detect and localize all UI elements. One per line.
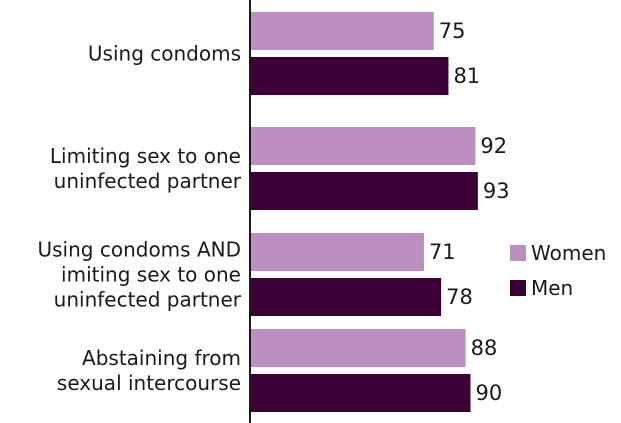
value-label-women-3: 88 <box>471 336 498 360</box>
value-label-men-2: 78 <box>446 285 473 309</box>
category-label-1: Limiting sex to one uninfected partner <box>50 144 242 193</box>
value-label-men-1: 93 <box>483 179 510 203</box>
category-label-3: Abstaining from sexual intercourse <box>57 346 241 395</box>
legend: Women Men <box>510 241 606 300</box>
bar-women-1 <box>250 127 476 165</box>
legend-label-men: Men <box>531 276 573 300</box>
value-label-men-0: 81 <box>453 64 480 88</box>
bar-women-0 <box>250 12 434 50</box>
bar-women-2 <box>250 233 424 271</box>
value-label-men-3: 90 <box>476 381 503 405</box>
legend-label-women: Women <box>531 241 606 265</box>
bar-men-2 <box>250 278 442 316</box>
bar-men-3 <box>250 374 471 412</box>
value-label-women-2: 71 <box>429 240 456 264</box>
category-labels: Using condoms Limiting sex to one uninfect… <box>38 42 242 396</box>
value-labels: 75 81 92 93 71 78 88 90 <box>429 19 510 405</box>
bar-women-3 <box>250 329 466 367</box>
category-label-0: Using condoms <box>88 42 241 66</box>
bar-men-1 <box>250 172 478 210</box>
category-label-2: Using condoms AND imiting sex to one uninf… <box>38 238 242 312</box>
value-label-women-1: 92 <box>480 134 507 158</box>
legend-swatch-men <box>510 280 526 296</box>
bar-men-0 <box>250 57 449 95</box>
bars <box>250 12 478 412</box>
legend-swatch-women <box>510 245 526 261</box>
value-label-women-0: 75 <box>439 19 466 43</box>
